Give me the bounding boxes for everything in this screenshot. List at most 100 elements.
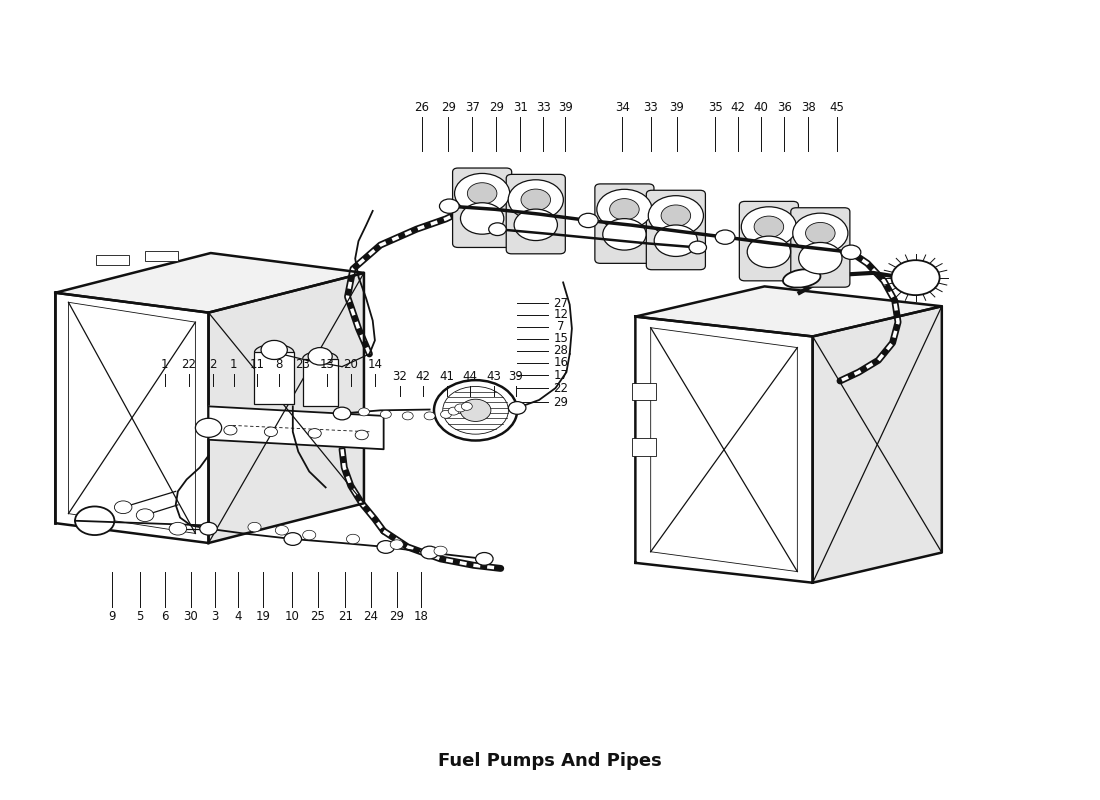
Text: 22: 22: [553, 382, 569, 394]
Circle shape: [403, 412, 414, 420]
Circle shape: [359, 408, 370, 416]
Circle shape: [169, 522, 187, 535]
Circle shape: [381, 410, 392, 418]
Circle shape: [355, 430, 368, 440]
Circle shape: [468, 182, 497, 204]
Circle shape: [333, 407, 351, 420]
Polygon shape: [55, 253, 364, 313]
Text: 27: 27: [553, 297, 569, 310]
Text: 32: 32: [393, 370, 407, 382]
Circle shape: [514, 209, 558, 241]
Circle shape: [508, 402, 526, 414]
Text: 19: 19: [256, 610, 271, 622]
Text: 1: 1: [161, 358, 168, 370]
Circle shape: [454, 404, 465, 412]
Text: 45: 45: [829, 101, 844, 114]
Bar: [632, 382, 657, 400]
Circle shape: [461, 202, 504, 234]
Circle shape: [747, 236, 791, 267]
Circle shape: [603, 218, 646, 250]
Circle shape: [579, 214, 598, 228]
Text: 4: 4: [234, 610, 242, 622]
Text: 28: 28: [553, 344, 569, 358]
Text: 3: 3: [211, 610, 219, 622]
Text: 17: 17: [553, 369, 569, 382]
Text: 39: 39: [508, 370, 524, 382]
Text: 12: 12: [553, 309, 569, 322]
Text: 7: 7: [558, 321, 564, 334]
Bar: [254, 352, 294, 404]
Circle shape: [609, 198, 639, 220]
Circle shape: [648, 196, 703, 236]
Text: 22: 22: [182, 358, 196, 370]
Circle shape: [661, 205, 691, 226]
FancyBboxPatch shape: [452, 168, 512, 247]
Circle shape: [302, 530, 316, 540]
Text: 29: 29: [553, 396, 569, 409]
Circle shape: [508, 180, 563, 220]
Text: 39: 39: [670, 101, 684, 114]
Polygon shape: [209, 273, 364, 543]
Text: 11: 11: [250, 358, 264, 370]
Text: 25: 25: [310, 610, 326, 622]
Polygon shape: [209, 406, 384, 450]
Ellipse shape: [783, 270, 821, 288]
Circle shape: [891, 260, 939, 295]
Text: 5: 5: [136, 610, 143, 622]
Circle shape: [689, 241, 706, 254]
Circle shape: [390, 540, 404, 550]
Text: 33: 33: [644, 101, 658, 114]
Text: 42: 42: [416, 370, 430, 382]
Text: 43: 43: [486, 370, 502, 382]
Text: 15: 15: [553, 332, 569, 346]
Polygon shape: [813, 306, 942, 582]
Circle shape: [842, 245, 861, 259]
Circle shape: [755, 216, 783, 238]
Text: 1: 1: [230, 358, 238, 370]
Text: 14: 14: [367, 358, 383, 370]
Circle shape: [114, 501, 132, 514]
Circle shape: [346, 534, 360, 544]
Text: 29: 29: [488, 101, 504, 114]
Text: Fuel Pumps And Pipes: Fuel Pumps And Pipes: [438, 753, 662, 770]
Polygon shape: [55, 293, 209, 543]
Text: 20: 20: [343, 358, 359, 370]
FancyBboxPatch shape: [595, 184, 654, 263]
Circle shape: [448, 407, 459, 415]
Polygon shape: [636, 286, 942, 337]
Circle shape: [275, 526, 288, 535]
Circle shape: [75, 506, 114, 535]
Circle shape: [224, 426, 236, 435]
Text: 35: 35: [708, 101, 723, 114]
Circle shape: [441, 410, 451, 418]
Circle shape: [434, 546, 447, 556]
Bar: [632, 438, 657, 456]
Text: 9: 9: [109, 610, 116, 622]
Circle shape: [475, 553, 493, 566]
FancyBboxPatch shape: [647, 190, 705, 270]
Text: 31: 31: [513, 101, 528, 114]
Text: 36: 36: [777, 101, 792, 114]
Circle shape: [715, 230, 735, 244]
Circle shape: [597, 190, 652, 230]
Text: 2: 2: [209, 358, 217, 370]
Text: 23: 23: [295, 358, 310, 370]
Circle shape: [136, 509, 154, 522]
Circle shape: [308, 347, 332, 365]
Text: 44: 44: [463, 370, 477, 382]
Circle shape: [284, 533, 301, 546]
Text: 29: 29: [441, 101, 455, 114]
Bar: [302, 358, 338, 406]
Circle shape: [460, 399, 491, 422]
Circle shape: [521, 189, 550, 210]
Text: 18: 18: [414, 610, 428, 622]
Circle shape: [741, 206, 796, 247]
Text: 33: 33: [536, 101, 551, 114]
Text: 13: 13: [319, 358, 334, 370]
Text: 6: 6: [161, 610, 168, 622]
Circle shape: [488, 223, 506, 235]
Circle shape: [454, 174, 509, 214]
Circle shape: [261, 341, 287, 359]
Text: 37: 37: [465, 101, 480, 114]
Circle shape: [196, 418, 222, 438]
